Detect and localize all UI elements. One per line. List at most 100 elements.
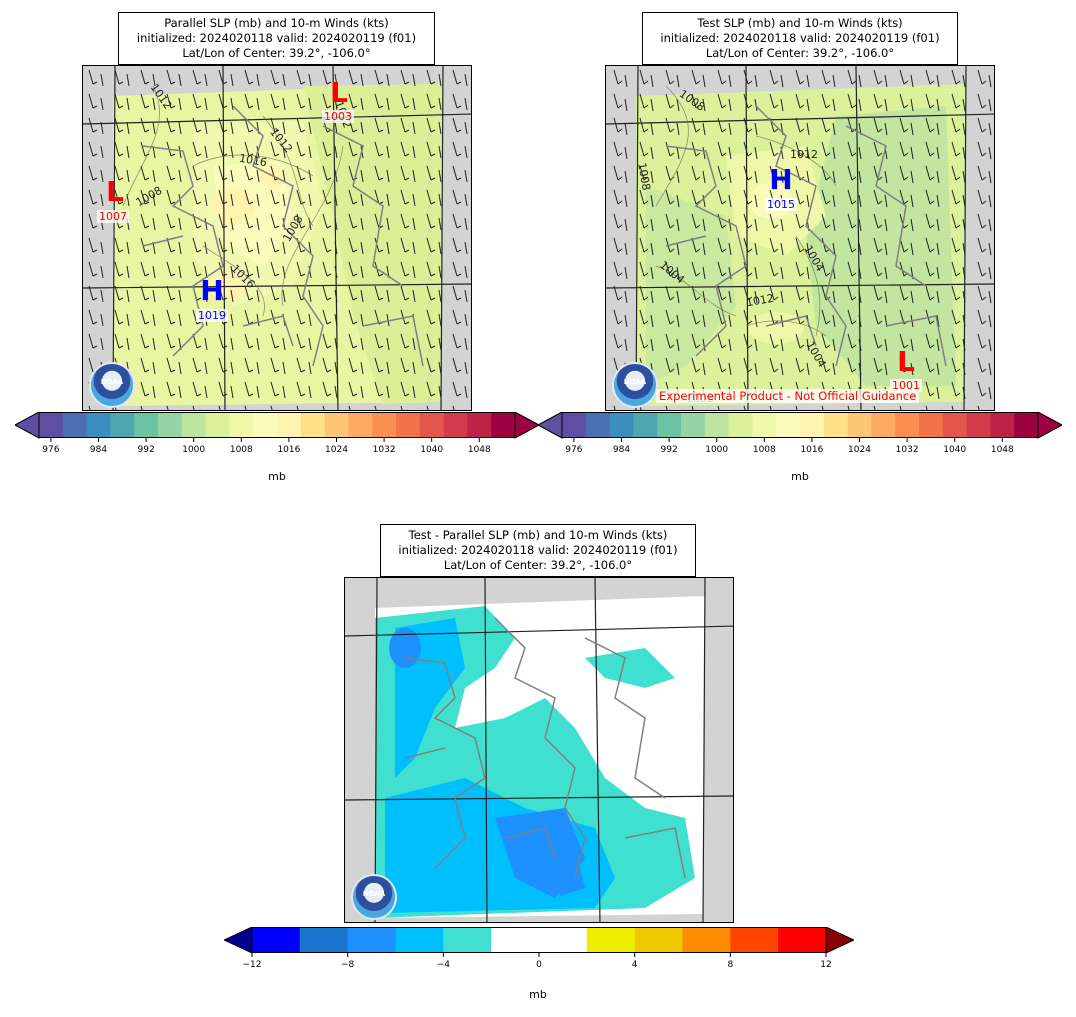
colorbar-extend-high <box>514 412 539 439</box>
panel1-title-line1: Parallel SLP (mb) and 10-m Winds (kts) <box>164 16 389 30</box>
panel2-colorbar-unit: mb <box>791 470 809 483</box>
colorbar-segment <box>134 412 159 438</box>
colorbar-segment <box>657 412 682 438</box>
panel2-high-letter: H <box>769 163 793 196</box>
colorbar-segment <box>229 412 254 438</box>
colorbar-segment <box>823 412 849 438</box>
panel1-low-letter: L <box>330 76 348 109</box>
county-borders <box>404 617 686 879</box>
panel1-low-value: 1003 <box>322 110 354 123</box>
colorbar-extend-high <box>1037 412 1062 439</box>
colorbar-segment <box>776 412 801 438</box>
colorbar-segment <box>682 927 731 953</box>
panel2-contour-label: 1012 <box>790 148 818 161</box>
panel1-map-svg <box>83 66 471 410</box>
colorbar-tick-label: 4 <box>631 960 638 970</box>
panel3-map-svg <box>345 578 733 922</box>
colorbar-segment <box>419 412 445 438</box>
panel2-map: 1008 1012 1008 1004 1004 1012 1004 1008 … <box>605 65 995 411</box>
isobars <box>655 85 837 337</box>
colorbar-segment <box>609 412 634 438</box>
county-borders <box>665 105 947 367</box>
experimental-note: Experimental Product - Not Official Guid… <box>656 389 920 403</box>
colorbar-extend-low <box>15 412 40 439</box>
colorbar-segment <box>730 927 779 953</box>
colorbar-segment <box>39 412 64 438</box>
panel3-colorbar <box>224 927 854 957</box>
panel1-colorbar-unit: mb <box>268 470 286 483</box>
colorbar-segment <box>990 412 1015 438</box>
colorbar-tick-label: 1000 <box>705 445 729 455</box>
colorbar-tick-label: −12 <box>242 960 262 970</box>
panel1-title-line2: initialized: 2024020118 valid: 202402011… <box>136 31 417 45</box>
panel1-map: 1012 1012 1016 1008 1008 1016 1012 L 100… <box>82 65 472 411</box>
wind-barbs <box>606 66 994 410</box>
colorbar-segment <box>324 412 349 438</box>
noaa-logo: NOAA <box>612 362 658 408</box>
colorbar-tick-label: 992 <box>660 445 678 455</box>
state-borders <box>345 578 733 922</box>
colorbar-tick-label: 1000 <box>182 445 206 455</box>
colorbar-segment <box>1014 412 1039 438</box>
colorbar-segment <box>871 412 896 438</box>
panel1-low-letter: L <box>106 175 124 208</box>
colorbar-tick-label: 12 <box>820 960 832 970</box>
colorbar-tick-label: 1048 <box>990 445 1014 455</box>
colorbar-segment <box>919 412 944 438</box>
colorbar-segment <box>562 412 587 438</box>
panel2-title: Test SLP (mb) and 10-m Winds (kts) initi… <box>642 12 958 65</box>
colorbar-tick-label: 1032 <box>372 445 396 455</box>
colorbar-segment <box>966 412 991 438</box>
colorbar-tick-label: 1032 <box>895 445 919 455</box>
colorbar-segment <box>800 412 825 438</box>
colorbar-segment <box>158 412 183 438</box>
colorbar-tick-label: 1008 <box>229 445 253 455</box>
panel2-map-svg <box>606 66 994 410</box>
colorbar-segment <box>396 412 421 438</box>
noaa-logo: NOAA <box>89 362 135 408</box>
colorbar-segment <box>62 412 88 438</box>
colorbar-tick-label: 976 <box>42 445 60 455</box>
colorbar-extend-low <box>224 927 253 954</box>
colorbar-segment <box>752 412 777 438</box>
state-borders <box>83 66 471 410</box>
noaa-logo-text: NOAA <box>100 378 124 386</box>
panel1-low-value: 1007 <box>97 210 129 223</box>
state-borders <box>606 66 994 410</box>
panel1-colorbar <box>15 412 539 442</box>
panel2-high-value: 1015 <box>765 198 797 211</box>
panel1-high-value: 1019 <box>196 309 228 322</box>
colorbar-segment <box>539 927 588 953</box>
colorbar-segment <box>895 412 920 438</box>
colorbar-segment <box>778 927 827 953</box>
colorbar-segment <box>205 412 230 438</box>
colorbar-tick-label: 1016 <box>277 445 301 455</box>
colorbar-segment <box>348 412 373 438</box>
colorbar-segment <box>681 412 706 438</box>
colorbar-tick-label: 992 <box>137 445 155 455</box>
colorbar-tick-label: 976 <box>565 445 583 455</box>
noaa-logo-text: NOAA <box>362 890 386 898</box>
colorbar-segment <box>299 927 349 953</box>
colorbar-segment <box>372 412 397 438</box>
colorbar-segment <box>347 927 396 953</box>
colorbar-tick-label: 1008 <box>752 445 776 455</box>
panel3-title-line3: Lat/Lon of Center: 39.2°, -106.0° <box>443 558 633 572</box>
colorbar-tick-label: −8 <box>341 960 355 970</box>
panel1-high-letter: H <box>200 274 224 307</box>
colorbar-segment <box>443 927 492 953</box>
panel3-map: NOAA <box>344 577 734 923</box>
county-borders <box>142 105 424 367</box>
panel3-title: Test - Parallel SLP (mb) and 10-m Winds … <box>380 524 696 577</box>
colorbar-segment <box>942 412 968 438</box>
colorbar-extend-high <box>825 927 854 954</box>
colorbar-segment <box>633 412 658 438</box>
panel1-title: Parallel SLP (mb) and 10-m Winds (kts) i… <box>118 12 435 65</box>
colorbar-segment <box>704 412 730 438</box>
colorbar-tick-label: 984 <box>612 445 631 455</box>
panel2-title-line2: initialized: 2024020118 valid: 202402011… <box>660 31 940 45</box>
colorbar-segment <box>586 927 636 953</box>
colorbar-segment <box>634 927 683 953</box>
colorbar-segment <box>491 927 540 953</box>
panel3-colorbar-unit: mb <box>529 988 547 1001</box>
